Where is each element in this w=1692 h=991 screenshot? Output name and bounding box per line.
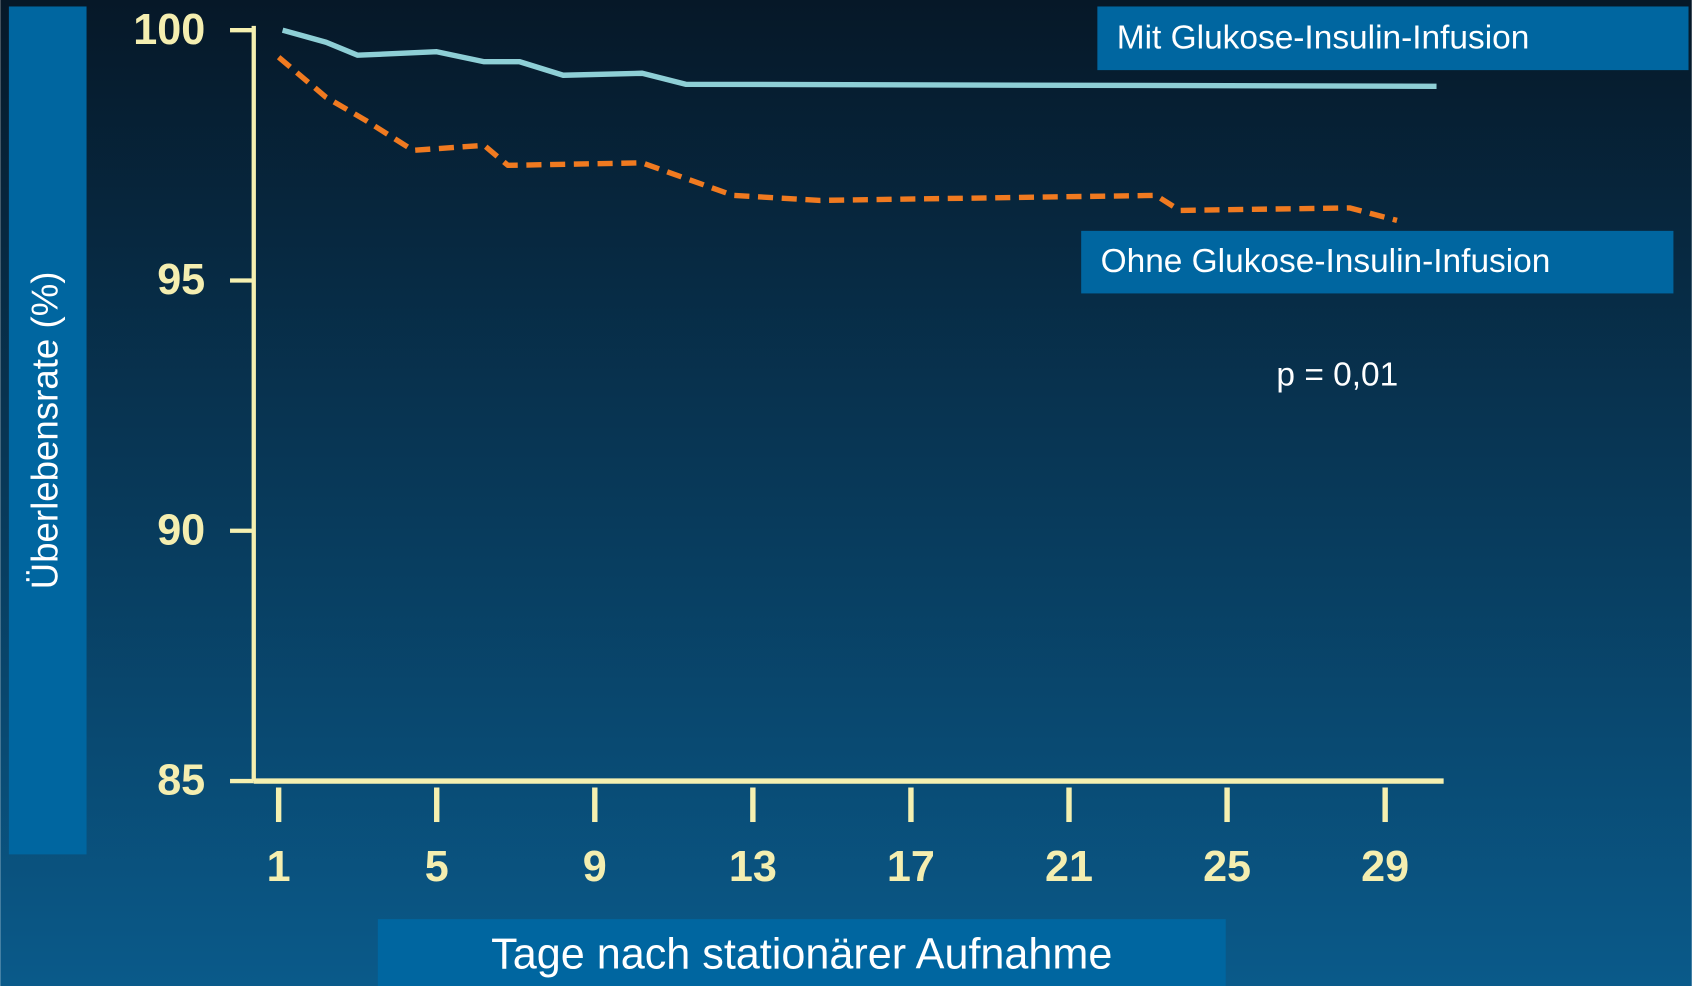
legend-label: Mit Glukose-Insulin-Infusion	[1117, 20, 1530, 57]
y-label-box	[8, 6, 87, 855]
annotation: p = 0,01	[1276, 356, 1398, 393]
series-line	[276, 55, 1398, 224]
x-label-box	[377, 919, 1226, 986]
legend-label: Ohne Glukose-Insulin-Infusion	[1101, 243, 1551, 280]
x-tick-label: 13	[729, 843, 777, 891]
legend-box	[1097, 6, 1689, 71]
x-tick-label: 21	[1045, 843, 1093, 891]
x-tick-label: 25	[1203, 843, 1251, 891]
x-axis-label: Tage nach stationärer Aufnahme	[491, 930, 1112, 978]
x-tick-label: 1	[267, 843, 291, 891]
x-tick-label: 5	[425, 843, 449, 891]
y-axis-label: Überlebensrate (%)	[24, 272, 65, 590]
x-tick-label: 17	[887, 843, 935, 891]
series-line	[281, 27, 1437, 89]
y-tick-label: 90	[157, 506, 205, 554]
y-tick-label: 95	[157, 256, 205, 304]
x-tick-label: 29	[1361, 843, 1409, 891]
y-tick-label: 100	[133, 6, 205, 54]
legend-box	[1081, 230, 1674, 294]
x-tick-label: 9	[583, 843, 607, 891]
y-tick-label: 85	[157, 757, 205, 805]
